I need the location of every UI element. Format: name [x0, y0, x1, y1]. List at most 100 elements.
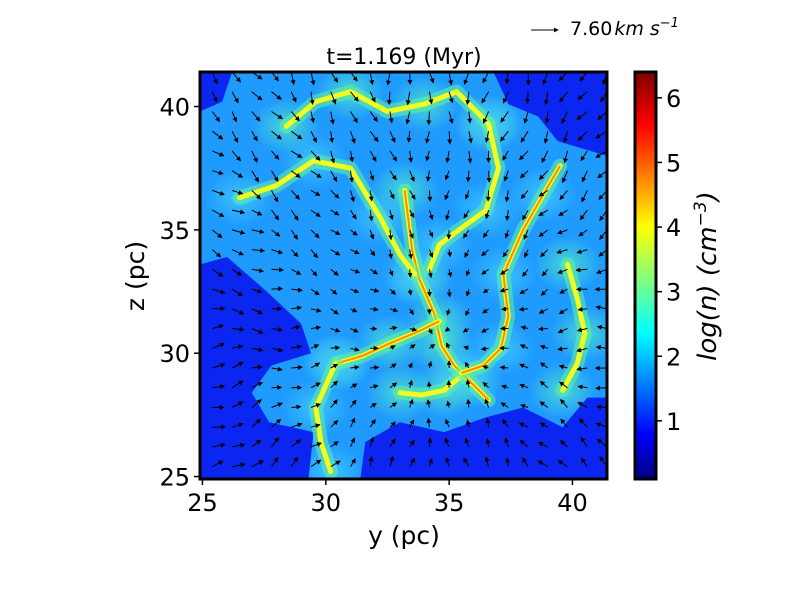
velocity-arrow — [251, 460, 264, 468]
velocity-arrow — [212, 342, 225, 349]
velocity-arrow — [518, 422, 529, 428]
velocity-arrow — [369, 91, 376, 103]
velocity-arrow — [370, 384, 379, 390]
velocity-arrow — [500, 130, 509, 142]
velocity-arrow — [448, 91, 454, 104]
velocity-arrow — [330, 190, 340, 199]
velocity-arrow — [465, 419, 471, 428]
velocity-arrow — [231, 344, 244, 350]
velocity-arrow — [576, 111, 588, 121]
velocity-arrow — [389, 190, 395, 200]
velocity-arrow — [369, 419, 376, 428]
velocity-arrow — [290, 209, 299, 221]
velocity-arrow — [445, 150, 451, 164]
velocity-arrow — [500, 111, 509, 123]
velocity-arrow — [290, 439, 302, 448]
velocity-arrow — [557, 268, 568, 274]
velocity-arrow — [486, 170, 492, 183]
velocity-arrow — [519, 363, 529, 369]
velocity-arrow — [409, 190, 416, 200]
velocity-arrow — [519, 439, 529, 448]
velocity-arrow — [522, 457, 529, 467]
velocity-arrow — [310, 249, 319, 259]
x-tick-label: 30 — [311, 489, 342, 517]
velocity-arrow — [541, 268, 549, 277]
velocity-arrow — [211, 249, 222, 258]
velocity-arrow — [428, 229, 434, 238]
velocity-arrow — [330, 419, 339, 428]
y-axis-label: z (pc) — [121, 241, 150, 311]
velocity-arrow — [538, 170, 549, 180]
velocity-arrow — [271, 402, 283, 408]
velocity-arrow — [386, 72, 391, 86]
velocity-arrow — [447, 249, 453, 258]
velocity-arrow — [370, 287, 380, 293]
velocity-arrow — [426, 111, 432, 126]
velocity-arrow — [467, 150, 473, 164]
velocity-arrow — [447, 269, 453, 278]
velocity-arrow — [485, 190, 491, 202]
velocity-arrow — [520, 130, 529, 143]
velocity-arrow — [231, 401, 244, 408]
velocity-arrow — [463, 229, 470, 239]
colorbar-tick-label: 3 — [666, 279, 681, 307]
velocity-arrow — [350, 458, 356, 467]
plot-frame — [198, 70, 609, 481]
velocity-arrow — [211, 111, 221, 123]
velocity-arrow — [389, 325, 398, 331]
velocity-arrow — [560, 418, 568, 428]
velocity-arrow — [212, 442, 226, 448]
velocity-arrow — [330, 345, 341, 351]
velocity-arrow — [578, 229, 588, 237]
velocity-arrow — [499, 365, 509, 371]
velocity-arrow — [369, 170, 375, 181]
velocity-arrow — [563, 131, 568, 144]
velocity-arrow — [271, 229, 281, 237]
velocity-arrow — [502, 249, 509, 258]
velocity-arrow — [409, 326, 418, 332]
velocity-arrow — [231, 150, 242, 162]
velocity-arrow — [231, 72, 242, 83]
velocity-arrow — [465, 269, 471, 277]
velocity-arrow — [310, 382, 321, 389]
low-density-region-lower-left-void — [200, 257, 314, 479]
velocity-arrow — [290, 190, 300, 200]
velocity-arrow — [462, 327, 470, 333]
velocity-arrow — [271, 286, 284, 292]
velocity-arrow — [463, 209, 470, 219]
velocity-arrow — [541, 150, 549, 164]
velocity-arrow — [409, 419, 415, 428]
velocity-arrow — [271, 418, 282, 428]
velocity-arrow — [520, 190, 529, 200]
velocity-arrow — [577, 384, 588, 390]
velocity-arrow — [427, 269, 433, 279]
velocity-arrow — [501, 384, 509, 390]
x-axis-label: y (pc) — [368, 521, 440, 550]
velocity-arrow — [482, 365, 489, 370]
velocity-arrow — [465, 170, 471, 183]
velocity-arrow — [563, 150, 568, 164]
velocity-arrow — [408, 249, 414, 260]
colorbar-label: log(n) (cm−3) — [691, 191, 723, 361]
velocity-arrow — [370, 306, 379, 312]
velocity-arrow — [595, 305, 607, 311]
velocity-arrow — [291, 305, 303, 311]
velocity-arrow — [211, 229, 223, 239]
velocity-arrow — [370, 365, 380, 371]
velocity-arrow — [596, 324, 607, 330]
velocity-arrow — [310, 72, 316, 86]
velocity-arrow — [485, 438, 491, 447]
velocity-arrow — [559, 381, 568, 389]
velocity-arrow — [556, 249, 568, 254]
velocity-arrow — [291, 150, 303, 159]
velocity-arrow — [212, 189, 225, 196]
velocity-arrow — [212, 362, 226, 369]
velocity-arrow — [596, 268, 607, 274]
velocity-arrow — [330, 249, 341, 256]
velocity-arrow — [251, 439, 262, 448]
velocity-arrow — [271, 209, 280, 221]
velocity-arrow — [519, 150, 529, 161]
velocity-arrow — [291, 324, 301, 330]
velocity-arrow — [310, 442, 322, 448]
filament-lower-branch-2 — [397, 375, 462, 398]
